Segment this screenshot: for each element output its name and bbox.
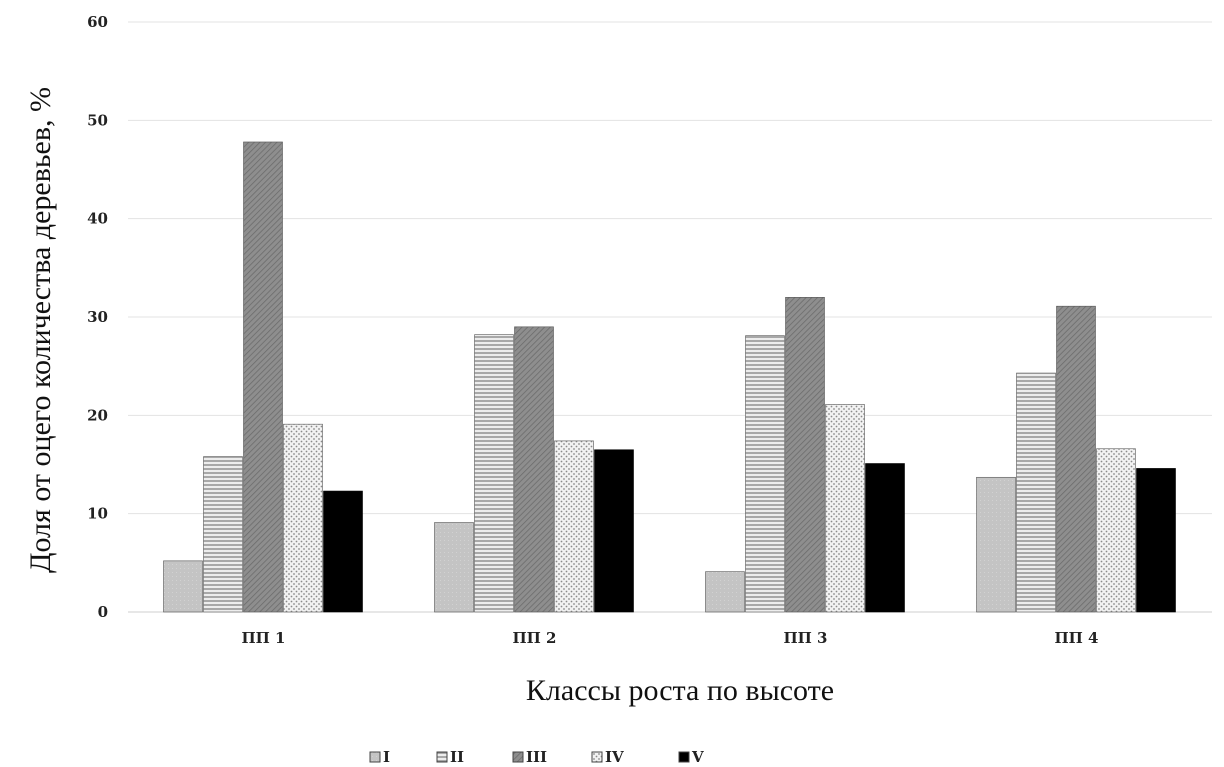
legend-swatch-II [436,751,448,763]
category-label: ПП 3 [784,629,828,647]
bar-I-2 [434,522,474,613]
bar-IV-1 [283,423,323,613]
bar-IV-2 [554,440,594,613]
bars [163,141,1176,613]
y-tick-label: 0 [98,603,108,621]
bar-I-3 [705,571,745,613]
y-tick-label: 60 [87,13,108,31]
x-axis-title: Классы роста по высоте [526,674,834,707]
y-tick-label: 30 [87,308,108,326]
legend-label-I: I [383,748,390,766]
bar-I-1 [163,560,203,613]
bar-IV-3 [825,404,865,613]
category-label: ПП 2 [513,629,557,647]
bar-II-3 [745,335,785,613]
bar-II-1 [203,456,243,613]
bar-V-2 [594,449,634,613]
legend-swatch-V [678,751,690,763]
bar-III-2 [514,326,554,613]
y-axis-ticks: 0 10 20 30 40 50 60 [87,13,108,621]
bar-V-3 [865,463,905,613]
x-axis-categories: ПП 1 ПП 2 ПП 3 ПП 4 [242,629,1099,647]
y-axis-title: Доля от оцего количества деревьев, % [24,87,57,573]
legend-label-V: V [691,748,704,766]
bar-III-4 [1056,305,1096,613]
bar-IV-4 [1096,448,1136,613]
bar-III-1 [243,141,283,613]
y-tick-label: 20 [87,406,108,424]
legend-swatch-IV [591,751,603,763]
y-tick-label: 40 [87,210,108,228]
bar-V-4 [1136,468,1176,613]
bar-I-4 [976,476,1016,613]
legend-label-III: III [526,748,547,766]
legend: I II III IV V [369,748,704,766]
bar-V-1 [323,490,363,613]
y-tick-label: 50 [87,111,108,129]
y-tick-label: 10 [87,505,108,523]
category-label: ПП 4 [1055,629,1099,647]
legend-label-IV: IV [605,748,624,766]
category-label: ПП 1 [242,629,286,647]
legend-swatch-III [512,751,524,763]
bar-III-3 [785,297,825,613]
bar-II-4 [1016,372,1056,613]
bar-II-2 [474,334,514,613]
legend-label-II: II [450,748,464,766]
legend-swatch-I [369,751,381,763]
